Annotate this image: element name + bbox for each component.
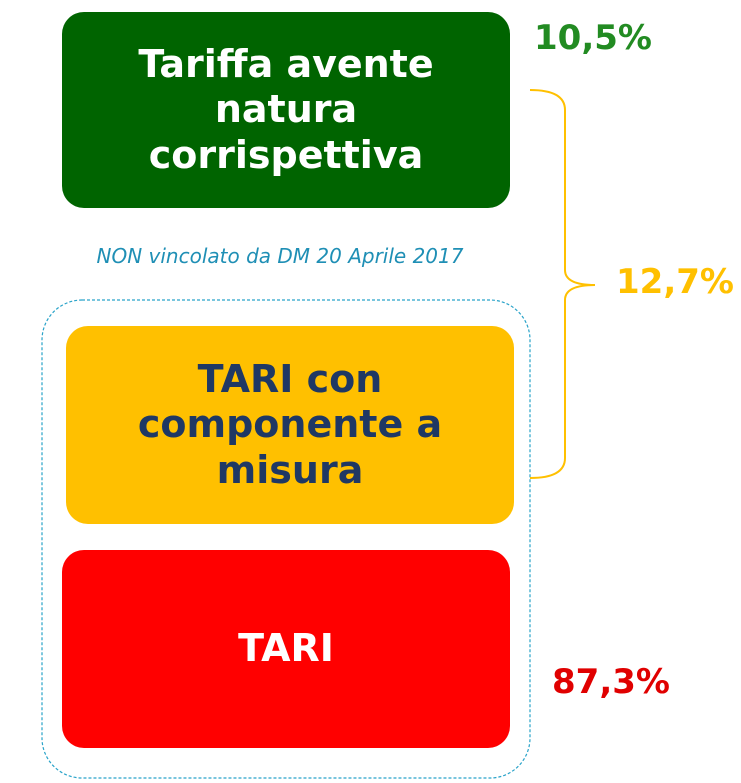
- label: Tariffa avente natura corrispettiva: [138, 41, 434, 177]
- box-red: TARI: [62, 550, 510, 748]
- brace: [529, 89, 596, 479]
- percent: 87,3%: [552, 662, 670, 702]
- box-green: Tariffa avente natura corrispettiva: [62, 12, 510, 208]
- dashed-group: [41, 299, 531, 779]
- box-yellow: TARI con componente a misura: [66, 326, 514, 524]
- percent: 10,5%: [534, 18, 652, 58]
- label: TARI con componente a misura: [137, 356, 443, 492]
- brace-percent: 12,7%: [616, 262, 734, 302]
- note: NON vincolato da DM 20 Aprile 2017: [96, 244, 464, 268]
- label: TARI: [238, 626, 334, 671]
